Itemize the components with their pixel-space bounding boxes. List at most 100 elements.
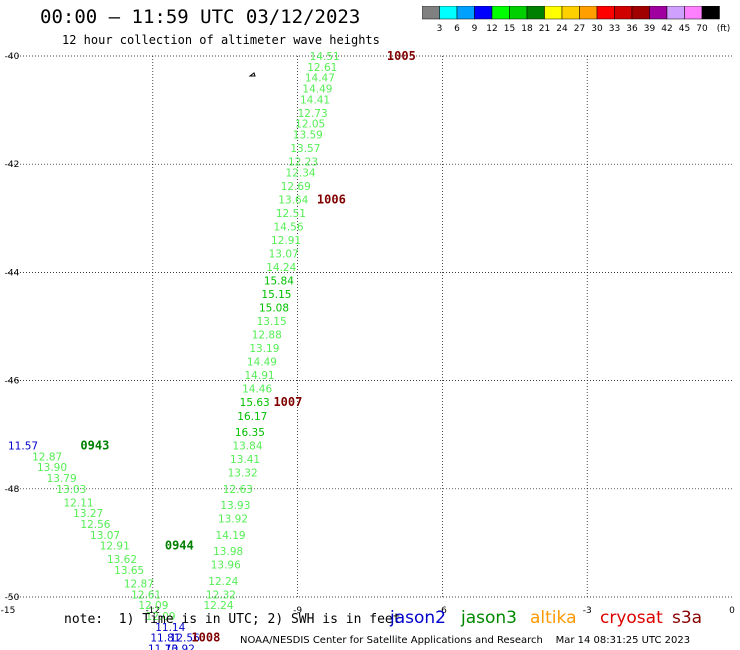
y-tick-label: -50	[5, 593, 20, 603]
footer-credit: NOAA/NESDIS Center for Satellite Applica…	[240, 635, 691, 646]
data-point-label: 12.69	[281, 181, 311, 193]
data-point-label: 13.62	[107, 554, 137, 566]
data-point-label: 14.51	[310, 51, 340, 63]
colorbar-label: 24	[556, 24, 568, 34]
time-label: 1008	[191, 631, 220, 645]
data-point-label: 14.56	[273, 221, 303, 233]
data-point-label: 11.73	[148, 643, 178, 650]
legend-altika: altika	[530, 608, 577, 628]
data-point-label: 13.41	[230, 454, 260, 466]
data-point-label: 14.19	[216, 530, 246, 542]
time-label: 0944	[165, 539, 194, 553]
data-point-label: 10.92	[165, 643, 195, 650]
data-point-label: 12.56	[170, 633, 200, 645]
units-note: note: 1) Time is in UTC; 2) SWH is in fe…	[64, 612, 401, 627]
data-point-label: 12.61	[131, 589, 161, 601]
data-point-label: 13.03	[56, 484, 86, 496]
data-point-label: 12.61	[307, 62, 337, 74]
colorbar-label: 33	[609, 24, 620, 34]
data-point-label: 12.87	[32, 451, 62, 463]
chart-title: 00:00 – 11:59 UTC 03/12/2023	[40, 6, 361, 28]
data-point-label: 15.84	[264, 276, 294, 288]
data-point-label: 12.87	[124, 578, 154, 590]
data-point-label: 13.59	[293, 129, 323, 141]
data-point-label: 15.08	[259, 303, 289, 315]
data-point-label: 13.98	[213, 546, 243, 558]
time-label: 1006	[317, 192, 346, 206]
data-point-label: 13.93	[220, 500, 250, 512]
time-label: 0943	[80, 439, 109, 453]
colorbar-label: 70	[696, 24, 708, 34]
colorbar-swatch	[701, 6, 720, 20]
colorbar: 3 6 9 12 15 18 21 24 27 30 33 36 39 42 45 70 (ft)	[422, 6, 731, 34]
data-point-label: 12.09	[138, 600, 168, 612]
data-point-label: 12.88	[252, 330, 282, 342]
colorbar-label: 27	[574, 24, 585, 34]
data-point-label: 14.49	[302, 83, 332, 95]
legend-jason2: jason2	[390, 608, 446, 628]
data-point-label: 12.73	[298, 108, 328, 120]
data-point-label: 13.84	[232, 441, 262, 453]
data-point-label: 16.17	[237, 411, 267, 423]
colorbar-label: 15	[504, 24, 515, 34]
data-point-label: 12.63	[223, 484, 253, 496]
data-point-label: 13.27	[73, 508, 103, 520]
x-tick-label: 0	[729, 606, 735, 616]
data-point-label: 11.14	[155, 622, 185, 634]
y-tick-label: -46	[5, 377, 20, 387]
colorbar-label: 6	[454, 24, 460, 34]
data-point-label: 12.11	[64, 497, 94, 509]
colorbar-label: 36	[626, 24, 638, 34]
data-point-label: 13.07	[269, 248, 299, 260]
time-label: 1005	[387, 49, 416, 63]
data-point-label: 14.41	[300, 94, 330, 106]
y-tick-label: -44	[5, 268, 20, 278]
colorbar-label: 3	[437, 24, 443, 34]
legend-cryosat: cryosat	[600, 608, 663, 628]
data-point-label: 12.09	[146, 611, 176, 623]
data-point-label: 12.05	[295, 119, 325, 131]
data-point-label: 12.24	[208, 576, 238, 588]
data-point-label: 12.91	[271, 235, 301, 247]
colorbar-label: 45	[679, 24, 690, 34]
colorbar-label: 12	[486, 24, 497, 34]
data-point-label: 12.23	[288, 156, 318, 168]
data-point-label: 13.19	[249, 343, 279, 355]
time-label: 1007	[273, 395, 302, 409]
data-point-label: 13.07	[90, 530, 120, 542]
x-tick-label: -12	[145, 606, 160, 616]
legend-jason3: jason3	[461, 608, 517, 628]
y-tick-label: -40	[5, 52, 20, 62]
colorbar-label: 21	[539, 24, 550, 34]
data-point-label: 14.49	[247, 357, 277, 369]
colorbar-label: (ft)	[717, 24, 731, 34]
data-point-label: 14.91	[245, 370, 275, 382]
data-point-label: 13.79	[47, 473, 77, 485]
data-point-label: 11.81	[150, 633, 180, 645]
data-point-label: 13.65	[114, 565, 144, 577]
x-tick-label: -9	[293, 606, 302, 616]
x-tick-label: -6	[438, 606, 447, 616]
legend-s3a: s3a	[672, 608, 703, 628]
colorbar-label: 18	[521, 24, 533, 34]
data-point-label: 14.46	[242, 384, 272, 396]
data-point-label: 12.91	[100, 541, 130, 553]
x-tick-label: -3	[583, 606, 592, 616]
data-point-label: 12.34	[286, 167, 316, 179]
feature-marker	[248, 72, 256, 77]
data-point-label: 13.15	[257, 316, 287, 328]
y-tick-label: -48	[5, 485, 20, 495]
data-point-label: 13.64	[278, 194, 308, 206]
data-point-label: 13.32	[228, 468, 258, 480]
chart-subtitle: 12 hour collection of altimeter wave hei…	[62, 33, 380, 47]
data-point-label: 13.57	[290, 143, 320, 155]
data-point-label: 16.35	[235, 427, 265, 439]
data-point-label: 12.56	[80, 519, 110, 531]
data-point-label: 15.15	[261, 289, 291, 301]
data-point-label: 12.32	[206, 589, 236, 601]
data-point-label: 15.63	[240, 397, 270, 409]
x-tick-label: -15	[1, 606, 16, 616]
colorbar-label: 30	[591, 24, 603, 34]
colorbar-label: 9	[472, 24, 478, 34]
